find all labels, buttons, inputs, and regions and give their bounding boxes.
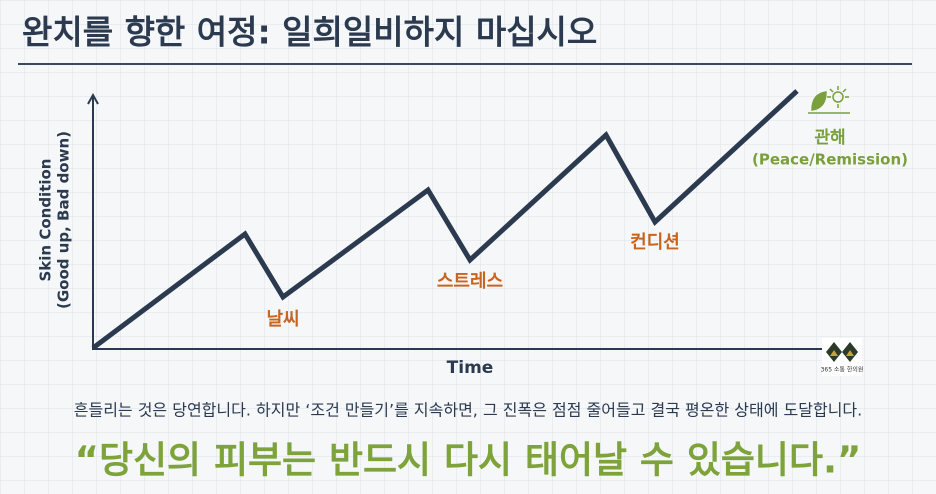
logo: 365 소통 한의원 xyxy=(821,338,864,376)
annotation: 컨디션 xyxy=(630,232,680,253)
quote: “당신의 피부는 반드시 다시 태어날 수 있습니다.” xyxy=(75,439,862,482)
annotation: 날씨 xyxy=(266,309,299,330)
title: 완치를 향한 여정: 일희일비하지 마십시오 xyxy=(22,13,597,52)
goal-label: 관해 xyxy=(814,128,845,148)
y-axis-title: Skin Condition (Good up, Bad down) xyxy=(37,131,73,309)
goal-icon xyxy=(808,86,850,114)
annotation: 스트레스 xyxy=(437,271,503,292)
x-axis-label: Time xyxy=(447,358,494,378)
y-axis-sublabel: (Good up, Bad down) xyxy=(55,131,73,309)
logo-text: 365 소통 한의원 xyxy=(821,366,864,374)
goal-sublabel: (Peace/Remission) xyxy=(752,151,908,169)
y-axis-label: Skin Condition xyxy=(37,159,55,282)
body-text: 흔들리는 것은 당연합니다. 하지만 ‘조건 만들기’를 지속하면, 그 진폭은… xyxy=(74,401,862,420)
y-axis-arrow xyxy=(87,92,99,105)
journey-line xyxy=(91,89,799,350)
